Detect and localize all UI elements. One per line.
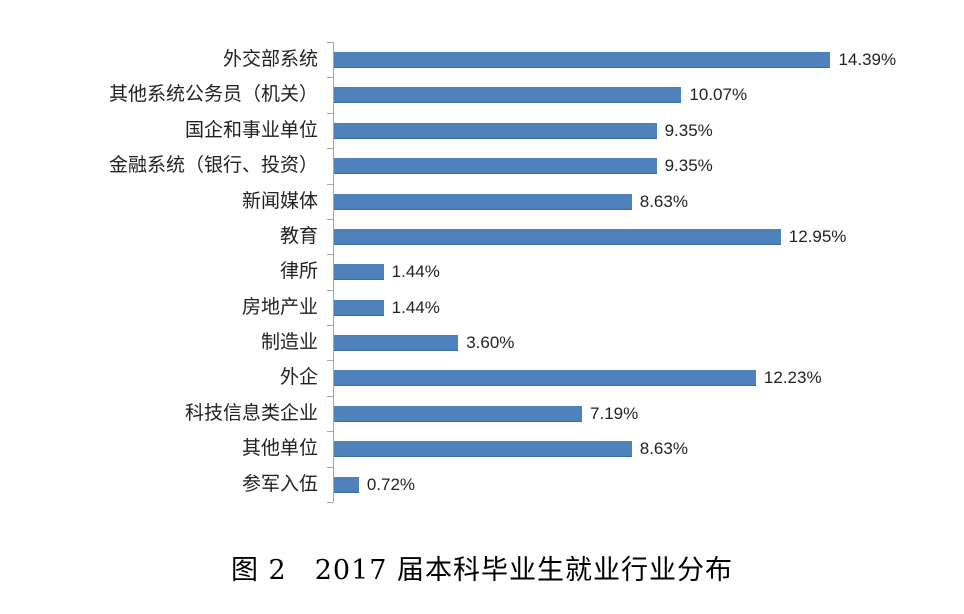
category-label: 房地产业 (241, 295, 318, 318)
category-label: 外企 (279, 366, 318, 389)
value-label: 12.95% (788, 226, 847, 246)
category-label: 参军入伍 (241, 472, 318, 495)
axis-tick (327, 325, 333, 327)
axis-tick (327, 360, 333, 362)
bar (334, 87, 682, 104)
category-label: 国企和事业单位 (184, 118, 318, 141)
category-label: 律所 (279, 260, 318, 283)
bar (334, 228, 781, 245)
bar-row: 其他系统公务员（机关） 10.07% (0, 77, 964, 112)
value-label: 1.44% (391, 297, 440, 317)
axis-tick (327, 218, 333, 220)
axis-tick (327, 77, 333, 79)
axis-tick (327, 148, 333, 150)
bar-row: 其他单位 8.63% (0, 431, 964, 466)
bar-chart: 外交部系统 14.39% 其他系统公务员（机关） 10.07% 国企和事业单位 9.35%… (0, 42, 964, 503)
bar (334, 264, 384, 281)
bar (334, 405, 583, 422)
bar (334, 122, 657, 139)
axis-tick (327, 395, 333, 397)
category-label: 金融系统（银行、投资） (108, 154, 318, 177)
bar-row: 外企 12.23% (0, 360, 964, 395)
axis-tick (327, 42, 333, 43)
bar (334, 52, 831, 68)
value-label: 0.72% (366, 474, 416, 494)
bar-row: 房地产业 1.44% (0, 290, 964, 325)
bar-row: 律所 1.44% (0, 254, 964, 289)
value-label: 12.23% (763, 368, 822, 388)
bar-row: 参军入伍 0.72% (0, 467, 964, 502)
axis-tick (327, 466, 333, 468)
category-label: 外交部系统 (222, 48, 318, 70)
value-label: 10.07% (689, 85, 748, 105)
value-label: 14.39% (838, 50, 897, 69)
value-label: 7.19% (590, 403, 639, 423)
category-axis (333, 42, 334, 502)
bar-row: 国企和事业单位 9.35% (0, 113, 964, 148)
axis-tick (327, 254, 333, 256)
bar (334, 370, 756, 387)
bar-row: 金融系统（银行、投资） 9.35% (0, 148, 964, 183)
figure-caption: 图 2 2017 届本科毕业生就业行业分布 (230, 555, 734, 586)
value-label: 9.35% (664, 156, 713, 176)
value-label: 8.63% (639, 191, 688, 211)
category-label: 其他系统公务员（机关） (108, 83, 318, 106)
bar (334, 441, 632, 458)
category-label: 科技信息类企业 (184, 401, 318, 424)
axis-tick (327, 502, 333, 503)
axis-tick (327, 112, 333, 114)
bar (334, 335, 459, 352)
bar (334, 476, 359, 493)
axis-tick (327, 183, 333, 185)
bar (334, 193, 632, 210)
value-label: 9.35% (664, 120, 713, 140)
bar (334, 299, 384, 316)
bar-row: 制造业 3.60% (0, 325, 964, 360)
bar-row: 外交部系统 14.39% (0, 42, 964, 77)
axis-tick (327, 431, 333, 433)
value-label: 3.60% (466, 333, 515, 353)
category-label: 教育 (279, 224, 318, 247)
category-label: 新闻媒体 (241, 189, 318, 212)
bar-row: 新闻媒体 8.63% (0, 184, 964, 219)
value-label: 1.44% (391, 262, 440, 282)
axis-tick (327, 289, 333, 291)
category-label: 其他单位 (241, 437, 318, 460)
value-label: 8.63% (639, 439, 688, 459)
category-label: 制造业 (260, 331, 318, 354)
bar (334, 158, 657, 175)
bar-row: 科技信息类企业 7.19% (0, 396, 964, 431)
bar-row: 教育 12.95% (0, 219, 964, 254)
